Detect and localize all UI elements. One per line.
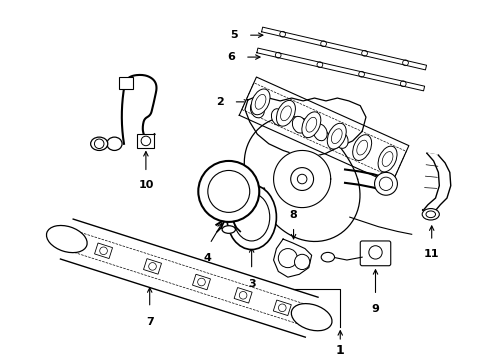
- Circle shape: [278, 304, 285, 312]
- Circle shape: [198, 161, 259, 222]
- Circle shape: [148, 262, 156, 270]
- Polygon shape: [256, 48, 424, 91]
- Circle shape: [100, 247, 107, 255]
- Ellipse shape: [321, 252, 334, 262]
- Ellipse shape: [106, 137, 122, 150]
- Polygon shape: [244, 117, 359, 242]
- Circle shape: [141, 136, 150, 146]
- Ellipse shape: [354, 139, 368, 156]
- Ellipse shape: [326, 123, 346, 149]
- Circle shape: [290, 168, 313, 190]
- Bar: [119, 77, 132, 89]
- Ellipse shape: [421, 208, 438, 220]
- Bar: [192, 274, 210, 290]
- Text: 9: 9: [371, 304, 379, 314]
- Ellipse shape: [90, 137, 107, 150]
- Polygon shape: [261, 27, 426, 70]
- Circle shape: [239, 292, 246, 299]
- Ellipse shape: [222, 226, 235, 233]
- Circle shape: [294, 254, 309, 270]
- Ellipse shape: [301, 112, 320, 138]
- Circle shape: [374, 172, 397, 195]
- Polygon shape: [273, 150, 330, 208]
- Polygon shape: [422, 153, 450, 211]
- Text: 5: 5: [230, 30, 238, 40]
- Ellipse shape: [334, 132, 347, 148]
- Text: 6: 6: [227, 52, 235, 62]
- Ellipse shape: [377, 146, 396, 172]
- Text: 1: 1: [335, 344, 344, 357]
- Polygon shape: [216, 189, 264, 225]
- Text: 11: 11: [423, 249, 439, 258]
- Ellipse shape: [271, 109, 285, 126]
- Bar: [234, 288, 252, 303]
- Text: 3: 3: [247, 279, 255, 289]
- Ellipse shape: [46, 225, 87, 253]
- Ellipse shape: [250, 101, 264, 118]
- Text: 7: 7: [145, 317, 153, 327]
- Ellipse shape: [226, 185, 276, 249]
- Circle shape: [207, 170, 249, 212]
- Ellipse shape: [313, 124, 326, 141]
- Ellipse shape: [276, 100, 295, 126]
- Text: 10: 10: [138, 180, 153, 190]
- Bar: [143, 258, 161, 274]
- Circle shape: [197, 278, 205, 286]
- Polygon shape: [273, 239, 311, 277]
- Text: 2: 2: [216, 97, 224, 107]
- Ellipse shape: [292, 116, 305, 133]
- Polygon shape: [239, 77, 408, 184]
- FancyBboxPatch shape: [360, 241, 390, 266]
- Ellipse shape: [250, 89, 269, 115]
- Ellipse shape: [233, 193, 269, 241]
- Ellipse shape: [291, 303, 331, 331]
- Circle shape: [278, 249, 297, 267]
- Polygon shape: [61, 219, 317, 337]
- Bar: [94, 243, 112, 258]
- Ellipse shape: [352, 135, 371, 161]
- Circle shape: [368, 246, 382, 259]
- Text: 4: 4: [203, 253, 211, 264]
- Bar: [273, 300, 291, 316]
- Text: 8: 8: [289, 210, 297, 220]
- Bar: [137, 134, 154, 148]
- Polygon shape: [244, 96, 365, 157]
